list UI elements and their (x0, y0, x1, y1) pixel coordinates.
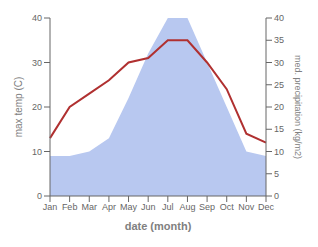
svg-text:Feb: Feb (62, 202, 78, 212)
svg-text:Jan: Jan (43, 202, 58, 212)
svg-text:10: 10 (274, 147, 284, 157)
svg-text:0: 0 (37, 191, 42, 201)
svg-text:Oct: Oct (220, 202, 235, 212)
svg-text:Apr: Apr (102, 202, 116, 212)
svg-text:date (month): date (month) (125, 220, 192, 232)
svg-text:max temp (C): max temp (C) (13, 77, 24, 138)
svg-text:Sep: Sep (199, 202, 215, 212)
svg-text:May: May (120, 202, 138, 212)
svg-text:Jun: Jun (141, 202, 156, 212)
svg-text:20: 20 (274, 102, 284, 112)
svg-text:Dec: Dec (258, 202, 275, 212)
svg-text:15: 15 (274, 124, 284, 134)
svg-text:40: 40 (32, 13, 42, 23)
svg-text:Mar: Mar (82, 202, 98, 212)
svg-text:30: 30 (274, 58, 284, 68)
svg-text:40: 40 (274, 13, 284, 23)
svg-text:0: 0 (274, 191, 279, 201)
svg-text:20: 20 (32, 102, 42, 112)
svg-text:med. precipitation (kg/m2): med. precipitation (kg/m2) (293, 55, 303, 159)
svg-text:10: 10 (32, 147, 42, 157)
svg-text:30: 30 (32, 58, 42, 68)
svg-text:25: 25 (274, 80, 284, 90)
svg-text:Jul: Jul (162, 202, 174, 212)
svg-text:Aug: Aug (179, 202, 195, 212)
svg-text:35: 35 (274, 35, 284, 45)
svg-text:5: 5 (274, 169, 279, 179)
svg-text:Nov: Nov (238, 202, 255, 212)
